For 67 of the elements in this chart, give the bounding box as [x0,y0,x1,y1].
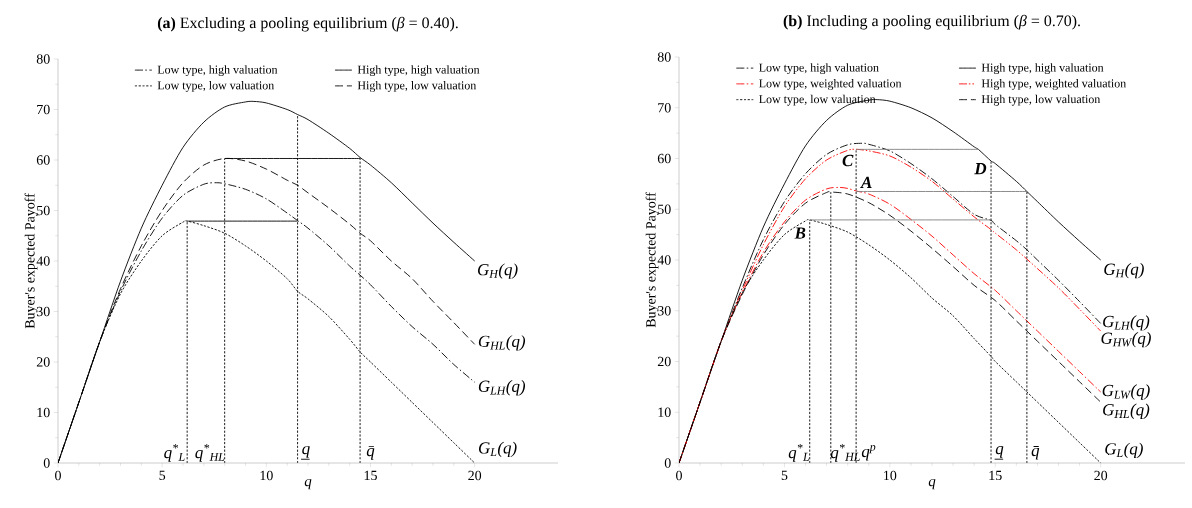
legend-label: High type, high valuation [357,65,480,77]
legend-label: High type, low valuation [981,94,1101,106]
x-axis-title: q [928,479,936,490]
x-tick-label: 15 [364,470,377,481]
legend-label: High type, low valuation [357,80,477,92]
y-tick-label: 70 [37,104,50,115]
annotation: B [794,227,806,239]
x-axis-title: q [304,479,312,490]
x-tick-label: 5 [159,470,166,481]
annotation: C [842,154,854,167]
annotation: q$^{*}$HL [830,444,860,462]
annotation: G$_{LH}$(q) [478,380,526,396]
y-tick-label: 0 [43,458,50,468]
legend-label: Low type, low valuation [759,94,876,106]
legend-label: Low type, high valuation [157,65,278,77]
y-axis-title: Buyer's expected Payoff [645,192,659,328]
y-tick-label: 60 [36,155,50,165]
x-tick-label: 15 [989,470,1002,481]
y-tick-label: 80 [36,54,50,64]
annotation: q$^{*}$L [164,444,185,462]
annotation: q̄ [366,446,375,460]
y-tick-label: 50 [37,205,50,216]
annotation: q$^{p}$ [861,445,876,461]
chart-title: (a) Excluding a pooling equilibrium (β = 0.40). [157,16,458,32]
legend-label: Low type, low valuation [157,80,275,92]
y-tick-label: 30 [36,306,50,317]
annotation: D [974,163,987,175]
legend-label: Low type, weighted valuation [759,78,902,90]
x-tick-label: 10 [260,470,273,481]
x-tick-label: 0 [55,470,61,481]
y-tick-label: 20 [657,356,671,367]
x-tick-label: 20 [468,470,482,481]
legend-label: Low type, high valuation [759,63,879,75]
y-tick-label: 10 [658,407,671,417]
y-tick-label: 50 [658,204,671,214]
annotation: G$_{HW}$(q) [1101,332,1151,348]
annotation: G$_{LW}$(q) [1102,384,1150,400]
annotation: G$_{HL}$(q) [478,335,526,351]
legend-label: High type, weighted valuation [981,78,1126,90]
x-tick-label: 5 [781,470,788,481]
x-tick-label: 0 [676,470,682,481]
y-axis-title: Buyer's expected Payoff [24,193,38,329]
x-tick-label: 10 [884,470,897,481]
y-tick-label: 60 [657,153,671,164]
annotation: q̲ [301,446,310,460]
y-tick-label: 70 [658,103,671,113]
annotation: G$_{L}$(q) [478,441,517,458]
annotation: G$_{H}$(q) [1104,262,1144,279]
y-tick-label: 0 [664,458,671,468]
annotation: q$^{*}$HL [195,444,225,462]
annotation: G$_{H}$(q) [478,263,518,279]
y-tick-label: 10 [37,407,50,418]
annotation: q$^{*}$L [788,444,810,462]
annotation: q̲ [994,446,1004,460]
y-tick-label: 40 [36,256,50,266]
annotation: G$_{L}$(q) [1105,442,1143,458]
y-tick-label: 80 [657,52,671,62]
chart-title: (b) Including a pooling equilibrium (β = 0.70). [783,14,1080,30]
annotation: q̄ [1031,446,1040,460]
y-tick-label: 20 [36,357,50,367]
annotation: G$_{HL}$(q) [1103,403,1150,419]
legend-label: High type, high valuation [981,63,1104,75]
y-tick-label: 30 [657,306,671,316]
annotation: A [860,176,872,188]
annotation: G$_{LH}$(q) [1103,315,1150,331]
y-tick-label: 40 [657,255,671,265]
x-tick-label: 20 [1094,470,1108,481]
